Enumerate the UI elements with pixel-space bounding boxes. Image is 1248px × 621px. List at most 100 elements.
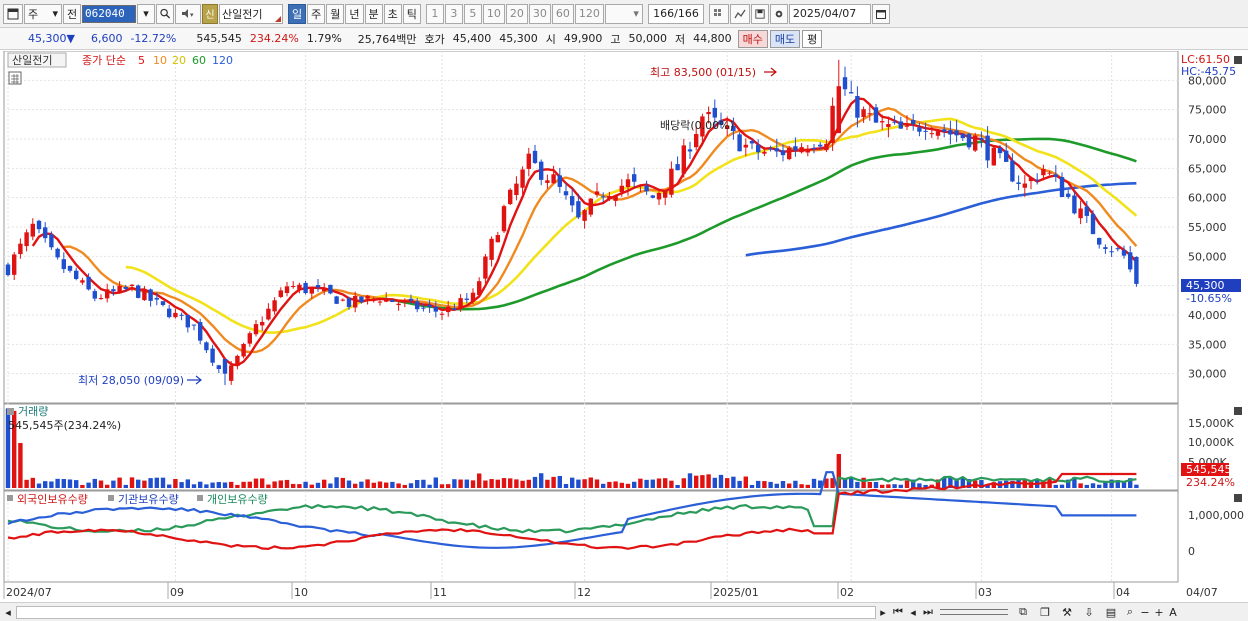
volume-bar	[148, 478, 153, 488]
code-dropdown-icon[interactable]: ▾	[137, 3, 155, 24]
interval-3[interactable]: 3	[444, 3, 463, 24]
scroll-left-icon[interactable]: ◂	[5, 605, 11, 619]
table-toggle-icon[interactable]	[8, 71, 22, 85]
candle-body	[433, 307, 438, 312]
period-day[interactable]: 일	[288, 3, 307, 24]
holdings-marker-3	[197, 495, 203, 501]
interval-60[interactable]: 60	[551, 3, 574, 24]
candle-body	[917, 127, 922, 132]
volume-bar	[117, 477, 122, 488]
candle-body	[123, 287, 128, 289]
candle-body	[452, 308, 457, 310]
period-year[interactable]: 년	[345, 3, 364, 24]
average-button[interactable]: 평	[802, 29, 823, 48]
data-count[interactable]: 166/166	[647, 3, 704, 24]
volume-bar	[520, 480, 525, 488]
font-size-icon[interactable]: A	[1169, 605, 1177, 619]
volume-bar	[687, 473, 693, 488]
volume-bar	[303, 481, 308, 488]
period-second[interactable]: 초	[383, 3, 402, 24]
candle-body	[297, 284, 302, 290]
zoom-icon[interactable]: ⌕	[1126, 605, 1134, 618]
zoom-out-icon[interactable]: −	[1140, 605, 1150, 619]
volume-bar	[49, 481, 54, 488]
holdings-marker-2	[108, 495, 114, 501]
sell-button[interactable]: 매도	[769, 29, 801, 48]
layout-icon[interactable]: ▤	[1105, 605, 1117, 619]
tools-icon[interactable]: ⚒	[1062, 605, 1072, 619]
volume-bar	[359, 481, 364, 488]
interval-5[interactable]: 5	[463, 3, 482, 24]
candle-body	[836, 86, 841, 134]
volume-ratio: 234.24%	[249, 32, 299, 45]
lc-label: LC:61.50	[1181, 53, 1230, 66]
candle-body	[309, 288, 314, 294]
search-icon[interactable]	[156, 3, 174, 24]
ma-10-label: 10	[153, 54, 167, 67]
volume-bar	[346, 480, 352, 488]
calendar-icon[interactable]	[871, 3, 890, 24]
prev-button[interactable]: 전	[63, 3, 81, 24]
interval-10[interactable]: 10	[482, 3, 505, 24]
holdings-close-icon[interactable]	[1234, 494, 1242, 502]
interval-30[interactable]: 30	[528, 3, 551, 24]
candle-body	[1022, 183, 1027, 188]
price-close-icon[interactable]	[1234, 56, 1242, 64]
volume-bar	[1066, 479, 1071, 488]
first-page-icon[interactable]: ⏮	[893, 605, 903, 618]
export-icon[interactable]: ⇩	[1084, 605, 1094, 619]
prev-page-icon[interactable]: ◂	[910, 605, 916, 619]
candle-body	[86, 276, 91, 290]
candle-body	[749, 140, 755, 144]
volume-bar	[582, 479, 587, 488]
date-input[interactable]: 2025/04/07	[788, 3, 871, 24]
candle-body	[328, 284, 333, 294]
window-icon[interactable]	[3, 3, 23, 24]
candle-body	[154, 297, 159, 300]
trend-icon[interactable]	[729, 3, 750, 24]
volume-bar	[923, 484, 928, 488]
stock-chart[interactable]: 80,000 75,000 70,000 65,000 60,000 55,000 50,0…	[0, 51, 1248, 602]
candle-body	[272, 300, 277, 312]
period-tick[interactable]: 틱	[402, 3, 421, 24]
candle-body	[24, 232, 29, 247]
stock-code-input[interactable]	[82, 4, 136, 23]
zoom-in-icon[interactable]: +	[1154, 605, 1164, 619]
candle-body	[477, 281, 482, 296]
candle-body	[762, 151, 767, 154]
period-week[interactable]: 주	[307, 3, 326, 24]
low-label: 저	[675, 32, 686, 46]
type-select[interactable]: 주 ▾	[24, 3, 62, 24]
volume-bar	[328, 483, 333, 488]
volume-bar	[700, 475, 705, 488]
scroll-track[interactable]	[16, 605, 876, 619]
volume-bar	[979, 480, 984, 488]
interval-20[interactable]: 20	[505, 3, 528, 24]
volume-bar	[30, 477, 35, 488]
candle-body	[377, 301, 383, 303]
gear-icon[interactable]	[769, 3, 788, 24]
volume-bar	[656, 478, 662, 488]
volume-close-icon[interactable]	[1234, 407, 1242, 415]
zoom-slider[interactable]	[940, 609, 1008, 615]
candle-body	[613, 195, 618, 201]
candle-body	[551, 174, 556, 184]
next-page-icon[interactable]: ⏭	[923, 605, 933, 618]
buy-button[interactable]: 매수	[737, 29, 768, 48]
compare-icon[interactable]: ⧉	[1019, 605, 1027, 618]
grid-icon[interactable]	[708, 3, 729, 24]
speaker-icon[interactable]: ▾	[175, 3, 201, 24]
copy-icon[interactable]: ❐	[1040, 605, 1050, 619]
interval-120[interactable]: 120	[574, 3, 604, 24]
period-minute[interactable]: 분	[364, 3, 383, 24]
interval-custom-select[interactable]: ▾	[604, 3, 643, 24]
scroll-right-icon[interactable]: ▸	[880, 605, 886, 619]
candle-body	[1066, 193, 1071, 197]
save-icon[interactable]	[750, 3, 769, 24]
candle-body	[563, 191, 569, 196]
volume-bar	[452, 479, 457, 488]
stock-name-box[interactable]: 산일전기	[219, 3, 283, 24]
interval-1[interactable]: 1	[425, 3, 444, 24]
period-month[interactable]: 월	[326, 3, 345, 24]
stock-tag-box[interactable]	[7, 52, 67, 68]
